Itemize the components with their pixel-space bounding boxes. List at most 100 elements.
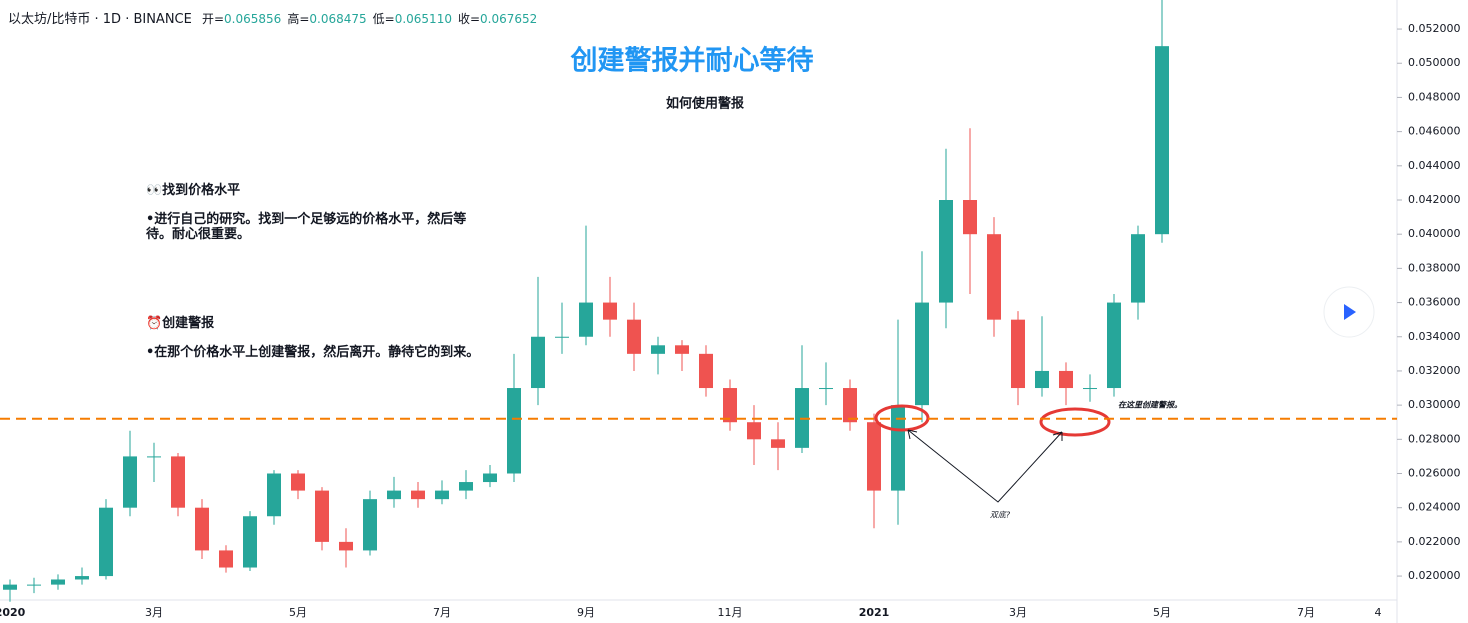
candle-body xyxy=(1083,388,1097,390)
ohlc-label: 低= xyxy=(372,12,395,26)
candle-body xyxy=(243,516,257,568)
candle-body xyxy=(1059,370,1073,389)
candle-body xyxy=(291,473,305,491)
symbol: 以太坊/比特币 · 1D · BINANCE xyxy=(8,12,192,27)
candle-body xyxy=(531,336,545,389)
candle-body xyxy=(1155,46,1169,235)
y-tick-label: 0.042000 xyxy=(1408,193,1461,206)
y-tick-label: 0.046000 xyxy=(1408,125,1461,138)
x-tick-label: 3月 xyxy=(145,606,163,619)
ohlc-label: 收= xyxy=(457,12,481,26)
y-tick-label: 0.044000 xyxy=(1408,159,1461,172)
symbol-header: 以太坊/比特币 · 1D · BINANCE 开=0.065856 高=0.068… xyxy=(8,8,537,27)
y-tick-label: 0.024000 xyxy=(1408,501,1461,514)
ohlc-value: 0.067652 xyxy=(480,12,538,26)
note-body: •进行自己的研究。找到一个足够远的价格水平，然后等待。耐心很重要。 xyxy=(146,212,467,242)
note-body: •在那个价格水平上创建警报，然后离开。静待它的到来。 xyxy=(146,345,480,360)
candle-body xyxy=(579,302,593,337)
y-tick-label: 0.038000 xyxy=(1408,261,1461,274)
y-tick-label: 0.026000 xyxy=(1408,467,1461,480)
candle-body xyxy=(387,490,401,500)
candle-body xyxy=(1131,234,1145,303)
candle-body xyxy=(315,490,329,542)
candle-body xyxy=(75,576,89,580)
play-button[interactable] xyxy=(1323,286,1375,338)
x-tick-label: 7月 xyxy=(1297,606,1315,619)
candle-body xyxy=(627,319,641,354)
x-tick-label: 9月 xyxy=(577,606,595,619)
ohlc: 开=0.065856 高=0.068475 低=0.065110 收=0.067652 xyxy=(196,12,537,26)
candle-body xyxy=(1035,370,1049,389)
candle-body xyxy=(987,234,1001,320)
y-tick-label: 0.050000 xyxy=(1408,56,1461,69)
y-tick-label: 0.052000 xyxy=(1408,22,1461,35)
candle-body xyxy=(51,579,65,585)
x-tick-label: 5月 xyxy=(289,606,307,619)
x-tick-label: 3月 xyxy=(1009,606,1027,619)
candle-body xyxy=(195,507,209,551)
candle-body xyxy=(435,490,449,500)
candle-body xyxy=(507,388,521,474)
candle-body xyxy=(915,302,929,406)
double-bottom-arrows xyxy=(907,429,1063,503)
candle-body xyxy=(27,584,41,586)
x-tick-label: 4 xyxy=(1375,606,1382,619)
candle-body xyxy=(819,388,833,390)
candle-body xyxy=(339,541,353,551)
note-heading: 👀找到价格水平 xyxy=(146,183,241,198)
y-tick-label: 0.030000 xyxy=(1408,398,1461,411)
candle-body xyxy=(555,336,569,338)
candle-body xyxy=(219,550,233,568)
annotation: 在这里创建警报。 xyxy=(1118,401,1182,410)
candle-body xyxy=(99,507,113,577)
y-tick-label: 0.048000 xyxy=(1408,90,1461,103)
y-tick-label: 0.020000 xyxy=(1408,569,1461,582)
circle-marker xyxy=(1039,407,1111,437)
x-tick-label: 2021 xyxy=(859,606,890,619)
candle-body xyxy=(363,499,377,551)
y-tick-label: 0.034000 xyxy=(1408,330,1461,343)
candle-body xyxy=(603,302,617,320)
notes: 👀找到价格水平 •进行自己的研究。找到一个足够远的价格水平，然后等待。耐心很重要… xyxy=(146,183,491,360)
candle-body xyxy=(939,200,953,303)
candle-body xyxy=(411,490,425,500)
y-tick-label: 0.036000 xyxy=(1408,296,1461,309)
x-tick-label: 11月 xyxy=(718,606,743,619)
candle-body xyxy=(147,456,161,458)
play-icon[interactable] xyxy=(1344,304,1356,320)
y-tick-label: 0.028000 xyxy=(1408,432,1461,445)
candle-body xyxy=(675,345,689,354)
candle-body xyxy=(1107,302,1121,389)
subtitle: 如何使用警报 xyxy=(666,96,745,112)
candle-body xyxy=(963,200,977,235)
candle-body xyxy=(771,439,785,448)
candle-body xyxy=(483,473,497,483)
candle-body xyxy=(123,456,137,508)
y-tick-label: 0.040000 xyxy=(1408,227,1461,240)
ohlc-value: 0.065856 xyxy=(224,12,282,26)
x-tick-label: 2020 xyxy=(0,606,26,619)
candle-body xyxy=(3,584,17,590)
candle-body xyxy=(843,388,857,423)
x-tick-label: 7月 xyxy=(433,606,451,619)
candle-body xyxy=(867,422,881,491)
ohlc-value: 0.065110 xyxy=(394,12,452,26)
candle-body xyxy=(267,473,281,517)
candle-body xyxy=(747,422,761,440)
note-heading: ⏰创建警报 xyxy=(146,316,215,331)
ohlc-value: 0.068475 xyxy=(309,12,367,26)
chart-title: 创建警报并耐心等待 xyxy=(570,45,814,77)
candles xyxy=(3,0,1169,602)
candle-body xyxy=(651,345,665,354)
ohlc-label: 高= xyxy=(287,12,310,26)
candle-body xyxy=(723,388,737,423)
x-tick-label: 5月 xyxy=(1153,606,1171,619)
candle-body xyxy=(459,482,473,491)
annotation: 双底? xyxy=(990,511,1011,520)
y-tick-label: 0.022000 xyxy=(1408,535,1461,548)
ohlc-label: 开= xyxy=(201,12,225,26)
candle-body xyxy=(1011,319,1025,389)
candle-body xyxy=(171,456,185,508)
candle-body xyxy=(891,405,905,491)
